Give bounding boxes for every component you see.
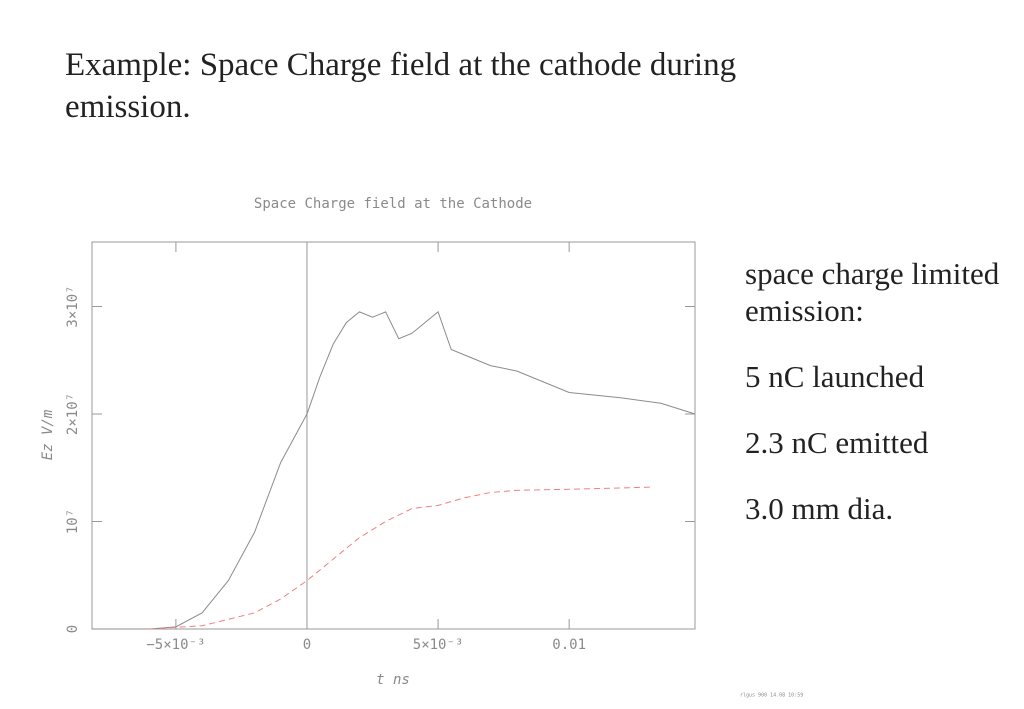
- x-tick-label: 0.01: [552, 637, 586, 653]
- data-line: [92, 311, 696, 630]
- y-tick-label: 0: [65, 625, 81, 633]
- note: 3.0 mm dia.: [745, 491, 894, 526]
- x-tick-label: −5×10⁻³: [146, 637, 205, 653]
- notes: space charge limited emission: 5 nC laun…: [745, 255, 1015, 556]
- footer-stamp: rlgus 900 14.08 10:59: [740, 693, 803, 699]
- y-tick-label: 2×10⁷: [65, 393, 81, 435]
- data-line: [149, 486, 654, 630]
- y-tick-label: 3×10⁷: [65, 285, 81, 327]
- note: 2.3 nC emitted: [745, 425, 929, 460]
- slide-heading: Example: Space Charge field at the catho…: [65, 47, 737, 125]
- y-axis-label: Ez V/m: [40, 409, 56, 460]
- x-axis-label: t ns: [376, 672, 410, 688]
- plot-frame: [91, 241, 696, 630]
- x-tick-label: 0: [303, 637, 311, 653]
- chart-title: Space Charge field at the Cathode: [254, 196, 532, 212]
- x-tick-label: 5×10⁻³: [413, 637, 464, 653]
- note: space charge limited emission:: [745, 256, 1000, 328]
- y-tick-label: 10⁷: [65, 509, 81, 534]
- note: 5 nC launched: [745, 359, 925, 394]
